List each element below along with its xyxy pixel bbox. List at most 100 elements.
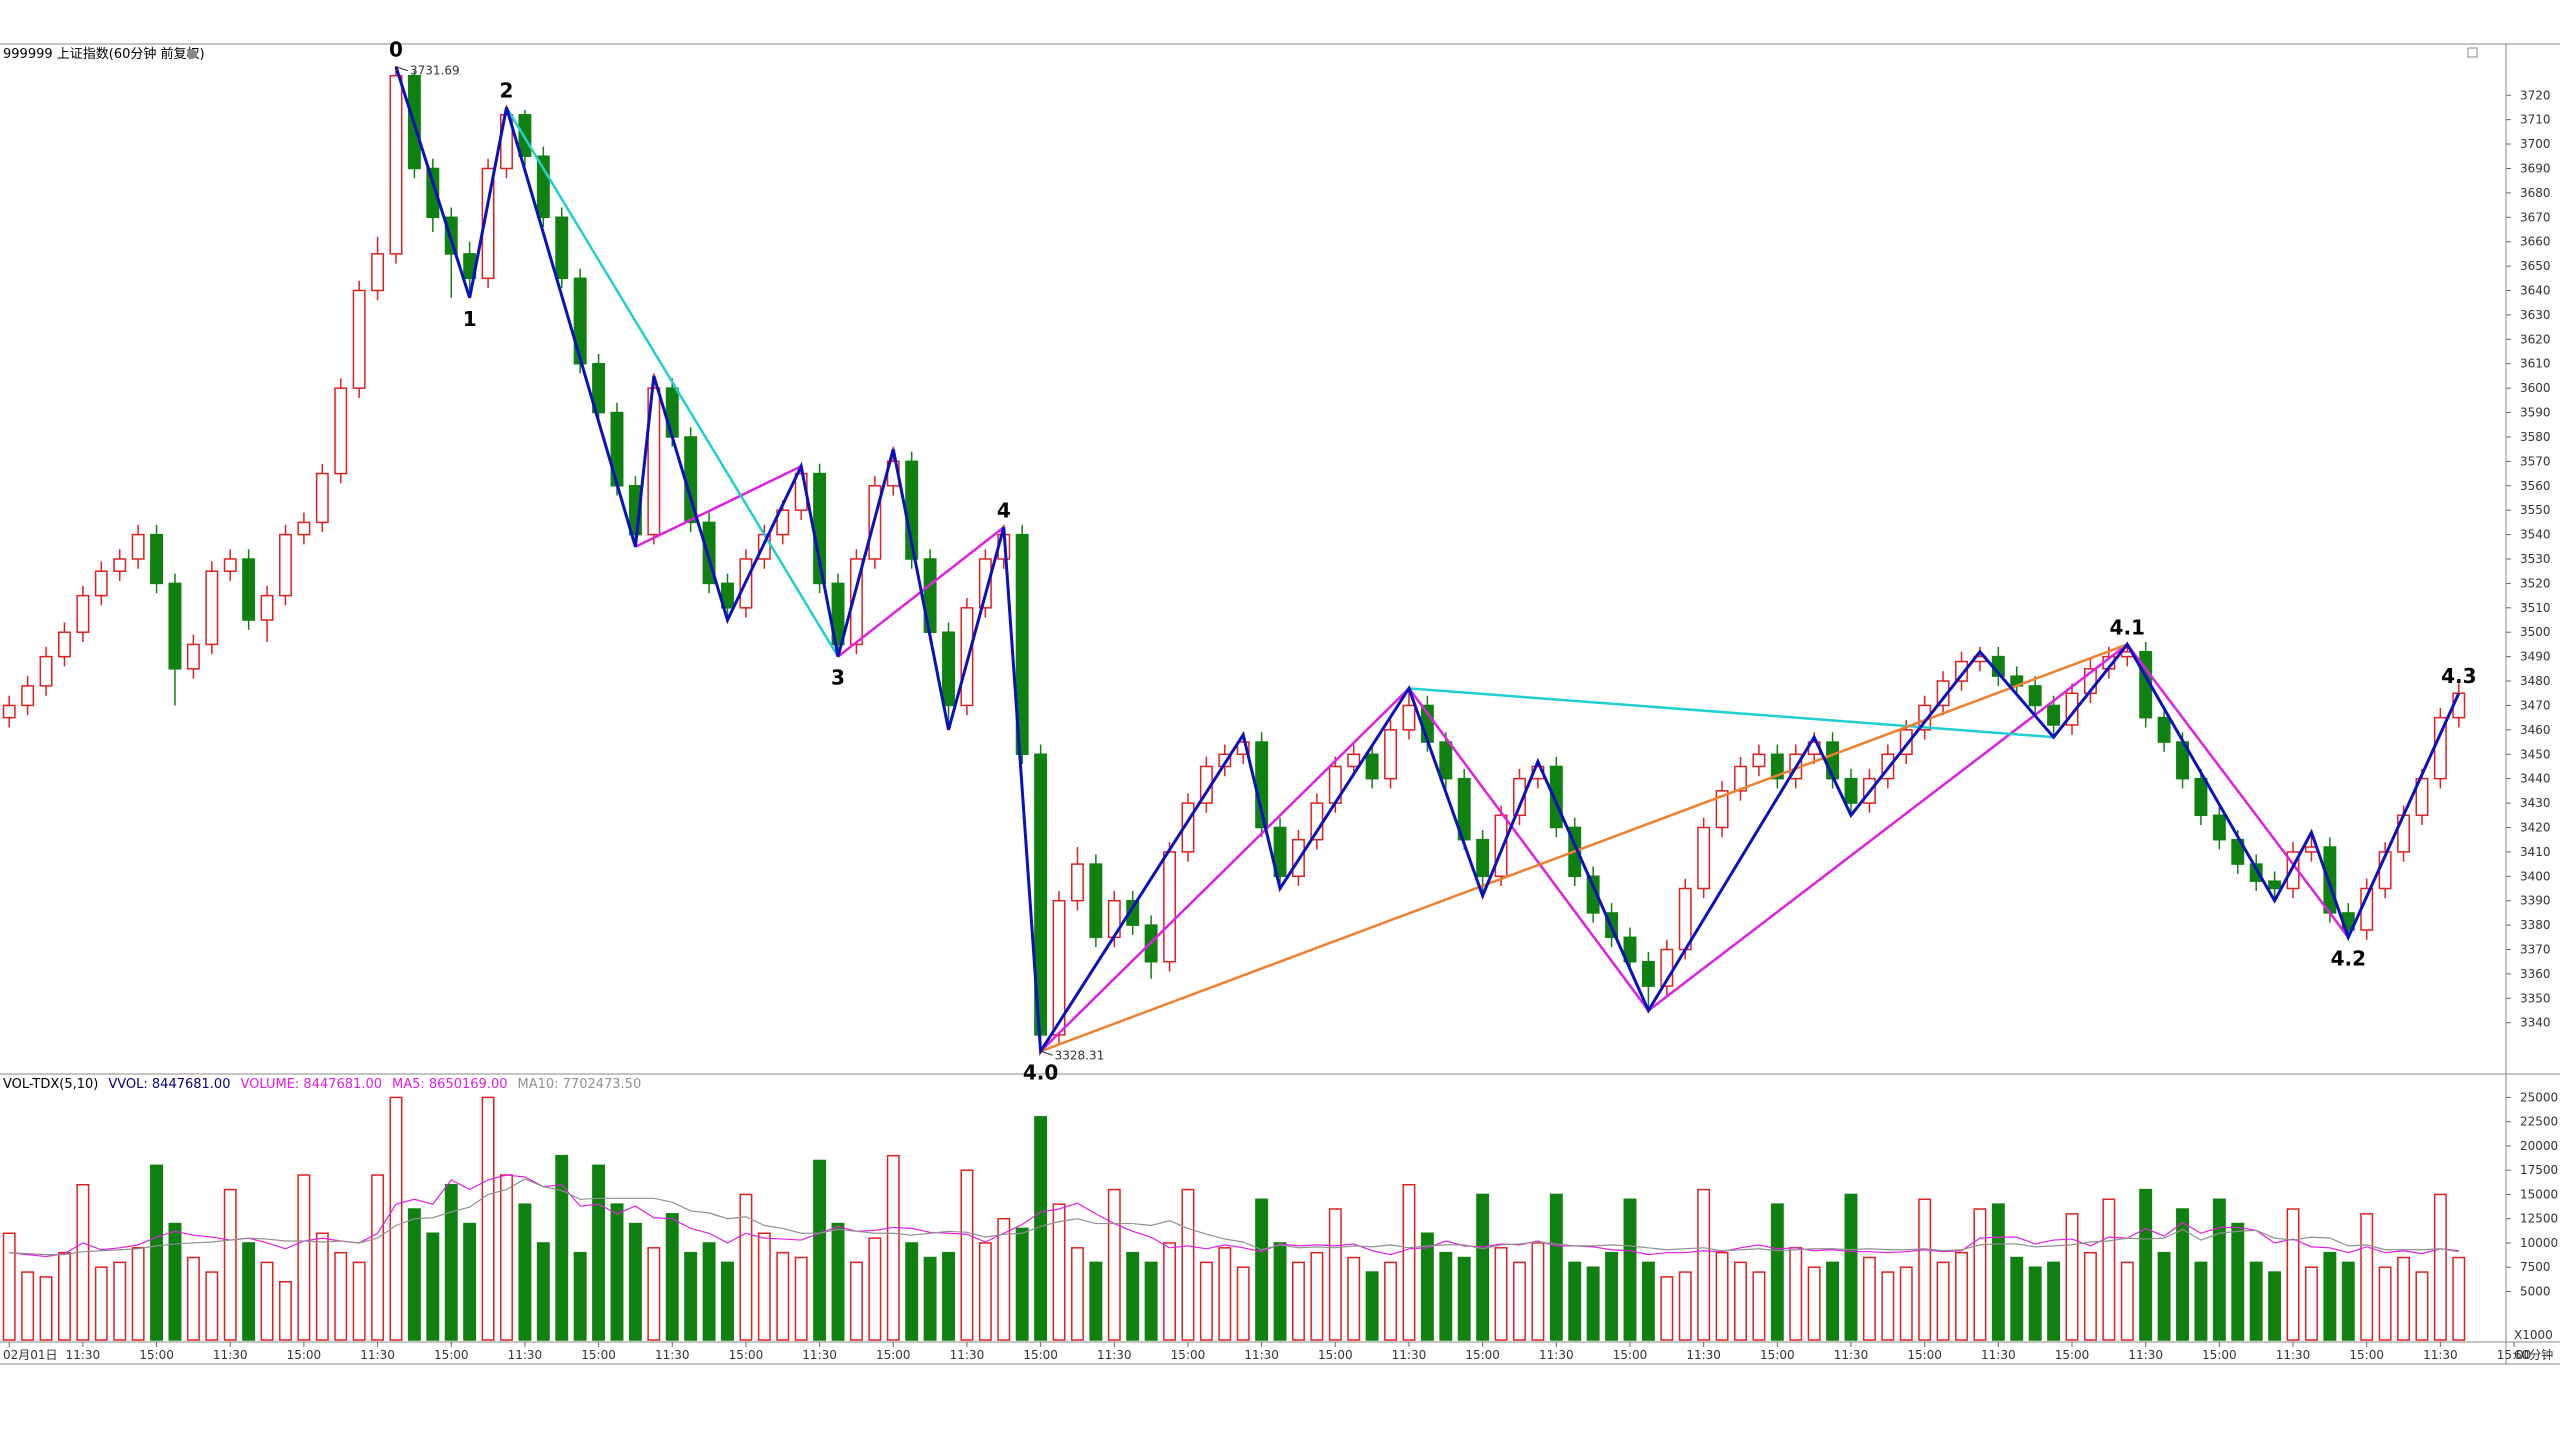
x-tick-label: 15:00 bbox=[1907, 1348, 1942, 1362]
x-tick-label: 11:30 bbox=[2276, 1348, 2311, 1362]
y-tick-label: 3390 bbox=[2520, 894, 2551, 908]
volume-bar bbox=[573, 1251, 587, 1341]
price-pointer bbox=[395, 66, 409, 72]
volume-bar bbox=[2286, 1208, 2300, 1341]
candle-body bbox=[1955, 660, 1968, 682]
volume-bar bbox=[1955, 1251, 1968, 1341]
volume-bar bbox=[1770, 1203, 1784, 1341]
y-tick-label: 3630 bbox=[2520, 308, 2551, 322]
candle-body bbox=[389, 74, 403, 255]
volume-bar bbox=[721, 1261, 734, 1341]
volume-bar bbox=[21, 1271, 35, 1341]
x-tick-label: 15:00 bbox=[139, 1348, 174, 1362]
y-tick-label: 3620 bbox=[2520, 332, 2551, 346]
x-tick-label: 11:30 bbox=[655, 1348, 690, 1362]
volume-bar bbox=[2452, 1256, 2466, 1341]
volume-bar bbox=[2102, 1198, 2116, 1341]
volume-bar bbox=[186, 1256, 200, 1341]
candle-body bbox=[1752, 753, 1766, 768]
volume-bar bbox=[1641, 1261, 1655, 1341]
candle-body bbox=[481, 167, 495, 280]
volume-bar bbox=[1678, 1271, 1692, 1341]
candle-body bbox=[2047, 704, 2061, 726]
volume-bar bbox=[1457, 1256, 1471, 1341]
volume-bar bbox=[868, 1237, 882, 1341]
candle-body bbox=[776, 509, 790, 536]
volume-bar bbox=[1236, 1266, 1250, 1341]
volume-bar bbox=[1789, 1247, 1803, 1341]
candle-body bbox=[1273, 826, 1287, 878]
volume-bar bbox=[407, 1208, 421, 1341]
candle-body bbox=[297, 521, 311, 536]
volume-bar bbox=[2212, 1198, 2226, 1341]
y-tick-label: 3690 bbox=[2520, 161, 2551, 175]
candle-body bbox=[1715, 790, 1729, 829]
volume-bar bbox=[389, 1096, 403, 1341]
y-tick-label: 3370 bbox=[2520, 943, 2551, 957]
y-tick-label: 3500 bbox=[2520, 625, 2551, 639]
x-tick-label: 15:00 bbox=[2202, 1348, 2237, 1362]
y-tick-label: 3640 bbox=[2520, 284, 2551, 298]
y-tick-label: 3540 bbox=[2520, 528, 2551, 542]
candle-body bbox=[1163, 851, 1176, 963]
candle-body bbox=[131, 533, 145, 560]
y-tick-label: 17500 bbox=[2520, 1163, 2558, 1177]
title-icon bbox=[187, 49, 197, 59]
y-tick-label: 3590 bbox=[2520, 406, 2551, 420]
volume-bar bbox=[1218, 1247, 1232, 1341]
x-tick-label: 11:30 bbox=[1097, 1348, 1132, 1362]
y-tick-label: 3420 bbox=[2520, 820, 2551, 834]
volume-bar bbox=[647, 1247, 661, 1341]
volume-bar bbox=[518, 1203, 532, 1341]
candle-body bbox=[1494, 814, 1508, 878]
candle-body bbox=[1513, 777, 1526, 817]
candle-body bbox=[1586, 875, 1600, 914]
x-tick-label: 11:30 bbox=[802, 1348, 837, 1362]
candle-body bbox=[2249, 863, 2263, 882]
volume-bar bbox=[426, 1232, 440, 1341]
x-tick-label: 11:30 bbox=[1981, 1348, 2016, 1362]
x-tick-label: 11:30 bbox=[508, 1348, 543, 1362]
candle-body bbox=[849, 558, 863, 646]
candle-body bbox=[1218, 753, 1232, 768]
pivot-label: 4.2 bbox=[2331, 946, 2366, 970]
candle-body bbox=[1347, 753, 1361, 768]
volume-bar bbox=[2194, 1261, 2208, 1341]
volume-bar bbox=[76, 1183, 90, 1341]
x-tick-label: 11:30 bbox=[213, 1348, 248, 1362]
zigzag-line bbox=[394, 66, 2461, 1056]
volume-bar bbox=[1991, 1203, 2005, 1341]
candle-body bbox=[186, 643, 200, 670]
volume-bar bbox=[1807, 1266, 1821, 1341]
candle-body bbox=[1844, 777, 1858, 804]
volume-bar bbox=[205, 1271, 219, 1341]
y-tick-label: 3470 bbox=[2520, 698, 2551, 712]
volume-bar bbox=[1070, 1247, 1084, 1341]
volume-bar bbox=[2176, 1208, 2189, 1341]
volume-bar bbox=[739, 1193, 753, 1341]
x-tick-label: 15:00 bbox=[1023, 1348, 1058, 1362]
trend-line bbox=[1040, 643, 2128, 1053]
volume-bar bbox=[2397, 1256, 2410, 1341]
volume-bar bbox=[1163, 1242, 1176, 1341]
candle-body bbox=[1641, 960, 1655, 987]
candle-body bbox=[2212, 814, 2226, 841]
y-tick-label: 15000 bbox=[2520, 1187, 2558, 1201]
x-tick-label: 15:00 bbox=[2349, 1348, 2384, 1362]
candle-body bbox=[1384, 729, 1398, 780]
trend-line bbox=[1039, 687, 1410, 1053]
y-tick-label: 3530 bbox=[2520, 552, 2551, 566]
y-tick-label: 3670 bbox=[2520, 210, 2551, 224]
volume-bar bbox=[610, 1203, 624, 1341]
volume-bar bbox=[58, 1251, 71, 1341]
volume-bar bbox=[168, 1222, 182, 1341]
volume-bar bbox=[905, 1242, 919, 1341]
volume-bar bbox=[223, 1188, 237, 1341]
volume-bar bbox=[2120, 1261, 2134, 1341]
volume-bar bbox=[2139, 1188, 2153, 1341]
candle-body bbox=[371, 253, 385, 292]
x-tick-label: 11:30 bbox=[950, 1348, 985, 1362]
y-tick-label: 25000 bbox=[2520, 1090, 2558, 1104]
